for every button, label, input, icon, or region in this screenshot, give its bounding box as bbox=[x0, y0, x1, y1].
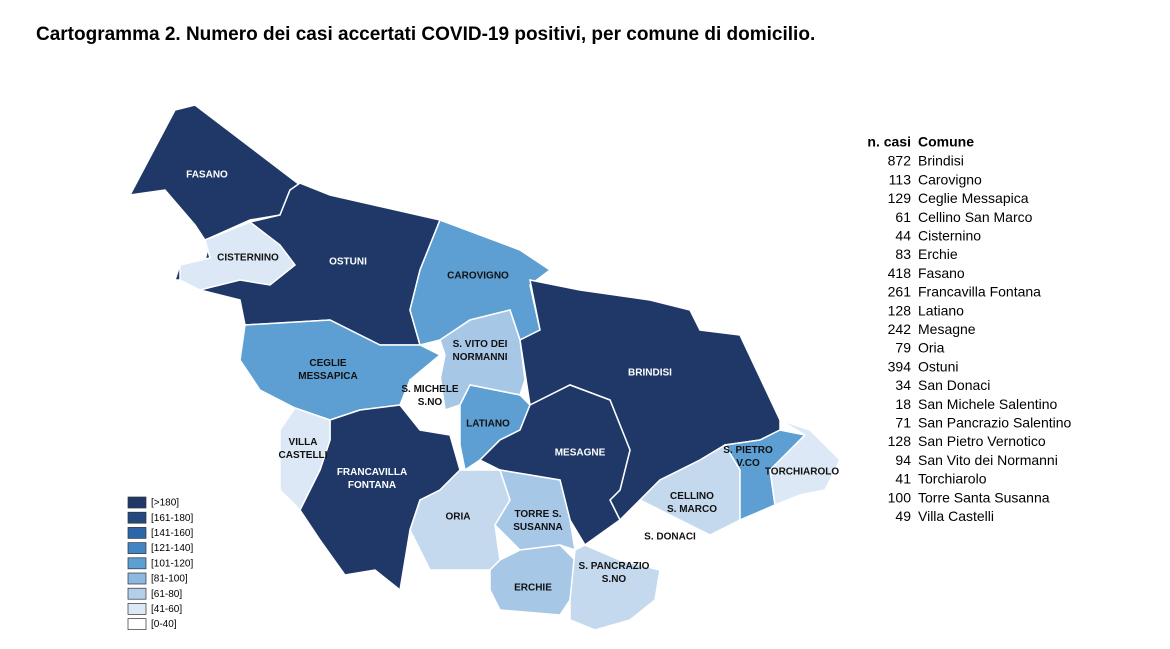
municipality: Carovigno bbox=[918, 171, 982, 187]
region-label: S. PANCRAZIO bbox=[579, 561, 650, 572]
legend-label: [101-120] bbox=[151, 558, 193, 569]
case-count: 18 bbox=[895, 396, 911, 412]
title: Cartogramma 2. Numero dei casi accertati… bbox=[36, 24, 815, 45]
region-label: S. MARCO bbox=[667, 504, 717, 515]
municipality: Mesagne bbox=[918, 321, 976, 337]
legend-swatch bbox=[127, 572, 147, 585]
region-label: S. DONACI bbox=[644, 532, 696, 543]
region-label: CAROVIGNO bbox=[447, 271, 509, 282]
case-count: 94 bbox=[895, 452, 911, 468]
municipality: Brindisi bbox=[918, 153, 964, 169]
legend-label: [61-80] bbox=[151, 589, 182, 600]
legend-swatch bbox=[127, 496, 147, 509]
region-label: S. PIETRO bbox=[723, 445, 773, 456]
legend-label: [161-180] bbox=[151, 513, 193, 524]
municipality: Torchiarolo bbox=[918, 471, 987, 487]
region-label: MESAGNE bbox=[555, 448, 606, 459]
region bbox=[478, 384, 631, 547]
region-label: S. VITO DEI bbox=[453, 339, 508, 350]
municipality: Latiano bbox=[918, 302, 964, 318]
region-label: OSTUNI bbox=[329, 257, 367, 268]
case-count: 418 bbox=[888, 265, 912, 281]
legend-swatch bbox=[127, 557, 147, 570]
municipality: Torre Santa Susanna bbox=[918, 489, 1050, 505]
municipality: Cisternino bbox=[918, 228, 981, 244]
case-count: 34 bbox=[895, 377, 911, 393]
case-count: 61 bbox=[895, 209, 911, 225]
legend-label: [0-40] bbox=[151, 619, 177, 630]
region-label: CEGLIE bbox=[309, 358, 347, 369]
legend-label: [121-140] bbox=[151, 543, 193, 554]
region bbox=[489, 544, 576, 616]
case-count: 49 bbox=[895, 508, 911, 524]
municipality: Fasano bbox=[918, 265, 965, 281]
case-count: 128 bbox=[888, 302, 912, 318]
legend-label: [141-160] bbox=[151, 528, 193, 539]
legend-swatch bbox=[127, 511, 147, 524]
case-count: 242 bbox=[888, 321, 912, 337]
region bbox=[179, 221, 297, 291]
case-count: 100 bbox=[888, 489, 912, 505]
case-count: 79 bbox=[895, 340, 911, 356]
region-label: MESSAPICA bbox=[298, 371, 357, 382]
region-label: TORCHIAROLO bbox=[765, 467, 839, 478]
region bbox=[279, 407, 331, 512]
region-label: ERCHIE bbox=[514, 583, 552, 594]
case-count: 261 bbox=[888, 284, 912, 300]
case-count: 41 bbox=[895, 471, 911, 487]
region-label: CASTELLI bbox=[279, 450, 328, 461]
legend-swatch bbox=[127, 527, 147, 539]
case-count: 128 bbox=[888, 433, 912, 449]
municipality: Cellino San Marco bbox=[918, 209, 1033, 225]
region-label: CELLINO bbox=[670, 491, 714, 502]
legend-swatch bbox=[127, 587, 147, 600]
municipality: San Donaci bbox=[918, 377, 990, 393]
case-count: 71 bbox=[895, 415, 911, 431]
region-label: S. MICHELE bbox=[401, 384, 459, 395]
region bbox=[769, 419, 841, 507]
case-count: 872 bbox=[888, 153, 912, 169]
municipality: Francavilla Fontana bbox=[918, 284, 1041, 300]
region-label: ORIA bbox=[446, 512, 471, 523]
municipality: Oria bbox=[918, 340, 945, 356]
municipality: San Pietro Vernotico bbox=[918, 433, 1046, 449]
table-header: n. casi bbox=[867, 134, 911, 150]
region-label: V.CO bbox=[736, 458, 760, 469]
municipality: San Michele Salentino bbox=[918, 396, 1058, 412]
municipality: Villa Castelli bbox=[918, 508, 994, 524]
table-header: Comune bbox=[918, 134, 974, 150]
region-label: FRANCAVILLA bbox=[337, 467, 407, 478]
legend-swatch bbox=[127, 542, 147, 554]
municipality: San Pancrazio Salentino bbox=[918, 415, 1072, 431]
region-label: VILLA bbox=[289, 437, 318, 448]
region-label: TORRE S. bbox=[514, 509, 561, 520]
municipality: Ceglie Messapica bbox=[918, 190, 1029, 206]
region-label: CISTERNINO bbox=[217, 253, 279, 264]
region-label: FASANO bbox=[186, 170, 228, 181]
legend-swatch bbox=[127, 603, 147, 615]
case-count: 394 bbox=[888, 358, 912, 374]
case-count: 113 bbox=[889, 171, 912, 187]
legend-swatch bbox=[127, 618, 147, 630]
region-label: FONTANA bbox=[348, 480, 396, 491]
legend-label: [81-100] bbox=[151, 574, 188, 585]
municipality: Ostuni bbox=[918, 358, 958, 374]
region-label: S.NO bbox=[418, 397, 443, 408]
region-label: NORMANNI bbox=[453, 352, 508, 363]
region-label: LATIANO bbox=[466, 419, 510, 430]
region-label: BRINDISI bbox=[628, 368, 672, 379]
region bbox=[494, 469, 576, 552]
case-count: 83 bbox=[895, 246, 911, 262]
municipality: Erchie bbox=[918, 246, 958, 262]
legend-label: [>180] bbox=[151, 498, 179, 509]
municipality: San Vito dei Normanni bbox=[918, 452, 1058, 468]
case-count: 129 bbox=[888, 190, 912, 206]
legend-label: [41-60] bbox=[151, 604, 182, 615]
region-label: SUSANNA bbox=[513, 522, 562, 533]
region-label: S.NO bbox=[602, 574, 627, 585]
case-count: 44 bbox=[895, 228, 911, 244]
